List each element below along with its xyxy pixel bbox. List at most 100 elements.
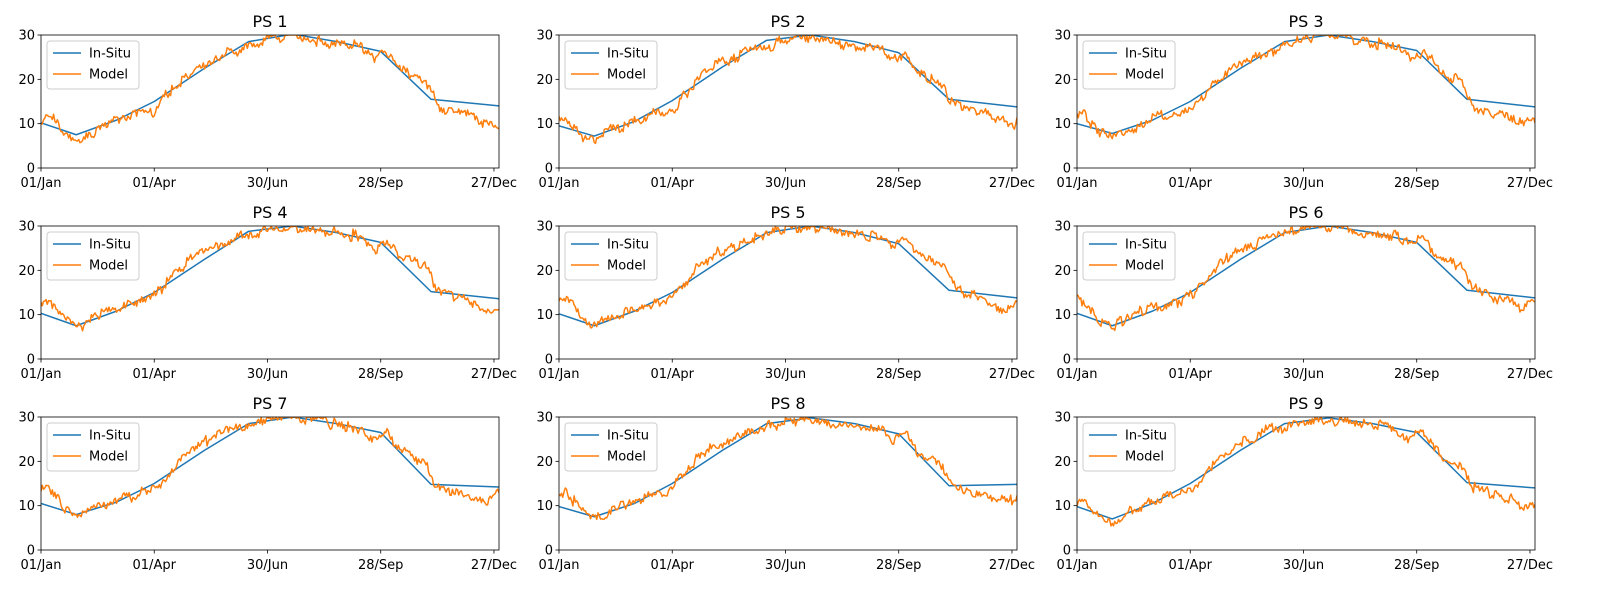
legend: In-Situ Model	[46, 231, 140, 281]
x-tick-label: 27/Dec	[1507, 176, 1553, 191]
y-tick-label: 30	[1054, 220, 1071, 235]
y-tick-label: 0	[1063, 353, 1071, 368]
plot-frame	[558, 416, 1018, 551]
plot-frame	[40, 416, 500, 551]
y-tick-label: 0	[27, 353, 35, 368]
subplot-ps1: 0 10 20 30 01/Jan 01/Apr 30/Jun 28/Sep 27/Dec PS …	[18, 12, 517, 191]
x-tick-label: 01/Apr	[1169, 367, 1213, 382]
legend: In-Situ Model	[46, 422, 140, 472]
subplot-title: PS 9	[1288, 394, 1323, 413]
series-line-model	[41, 35, 499, 144]
series-line-model	[1077, 417, 1535, 527]
y-tick-label: 10	[18, 117, 35, 132]
legend: In-Situ Model	[1082, 231, 1176, 281]
series-line-model	[41, 226, 499, 332]
legend-label: Model	[89, 68, 128, 83]
legend-label: In-Situ	[89, 238, 131, 253]
legend-label: In-Situ	[89, 47, 131, 62]
plot-frame	[40, 34, 500, 169]
series-line-model	[559, 226, 1017, 329]
y-tick-label: 10	[1054, 117, 1071, 132]
subplot-title: PS 7	[252, 394, 287, 413]
series-line-model	[41, 417, 499, 518]
legend-label: In-Situ	[607, 238, 649, 253]
x-tick-label: 27/Dec	[1507, 367, 1553, 382]
y-tick-label: 0	[545, 544, 553, 559]
subplot-title: PS 4	[252, 203, 287, 222]
y-tick-label: 30	[536, 411, 553, 426]
x-tick-label: 01/Apr	[651, 367, 695, 382]
subplot-title: PS 8	[770, 394, 805, 413]
y-tick-label: 20	[536, 455, 553, 470]
subplot-ps9: 0 10 20 30 01/Jan 01/Apr 30/Jun 28/Sep 27/Dec PS …	[1054, 394, 1553, 573]
x-tick-label: 01/Apr	[133, 558, 177, 573]
y-tick-label: 20	[536, 73, 553, 88]
x-tick-label: 01/Jan	[539, 367, 580, 382]
x-tick-label: 28/Sep	[1394, 176, 1439, 191]
y-tick-label: 0	[1063, 162, 1071, 177]
y-tick-label: 20	[1054, 455, 1071, 470]
y-tick-label: 0	[27, 544, 35, 559]
y-tick-label: 10	[536, 117, 553, 132]
legend-label: Model	[607, 259, 646, 274]
y-tick-label: 0	[1063, 544, 1071, 559]
x-tick-label: 30/Jun	[247, 558, 288, 573]
plot-frame	[1076, 34, 1536, 169]
y-tick-label: 20	[18, 264, 35, 279]
plot-frame	[1076, 416, 1536, 551]
y-tick-label: 30	[536, 220, 553, 235]
legend-label: In-Situ	[1125, 47, 1167, 62]
y-tick-label: 20	[18, 73, 35, 88]
y-tick-label: 30	[18, 411, 35, 426]
x-tick-label: 01/Jan	[1057, 558, 1098, 573]
x-tick-label: 30/Jun	[765, 367, 806, 382]
y-tick-label: 10	[18, 308, 35, 323]
subplot-ps7: 0 10 20 30 01/Jan 01/Apr 30/Jun 28/Sep 27/Dec PS …	[18, 394, 517, 573]
series-line-model	[559, 417, 1017, 521]
x-tick-label: 28/Sep	[358, 176, 403, 191]
y-tick-label: 20	[1054, 73, 1071, 88]
legend-label: In-Situ	[1125, 429, 1167, 444]
x-tick-label: 27/Dec	[471, 176, 517, 191]
x-tick-label: 01/Apr	[133, 176, 177, 191]
x-tick-label: 28/Sep	[1394, 367, 1439, 382]
x-tick-label: 30/Jun	[247, 367, 288, 382]
plot-frame	[40, 225, 500, 360]
series-line-model	[1077, 226, 1535, 332]
series-line-model	[559, 35, 1017, 145]
y-tick-label: 20	[18, 455, 35, 470]
legend: In-Situ Model	[1082, 40, 1176, 90]
x-tick-label: 01/Jan	[21, 367, 62, 382]
series-line-in-situ	[559, 35, 1017, 137]
legend: In-Situ Model	[1082, 422, 1176, 472]
x-tick-label: 27/Dec	[989, 176, 1035, 191]
subplot-ps2: 0 10 20 30 01/Jan 01/Apr 30/Jun 28/Sep 27/Dec PS …	[536, 12, 1035, 191]
legend-label: Model	[89, 450, 128, 465]
x-tick-label: 01/Jan	[539, 176, 580, 191]
y-tick-label: 0	[27, 162, 35, 177]
plot-frame	[558, 225, 1018, 360]
y-tick-label: 30	[18, 220, 35, 235]
legend: In-Situ Model	[564, 40, 658, 90]
y-tick-label: 20	[1054, 264, 1071, 279]
x-tick-label: 27/Dec	[1507, 558, 1553, 573]
subplot-title: PS 3	[1288, 12, 1323, 31]
legend-label: In-Situ	[1125, 238, 1167, 253]
plot-frame	[1076, 225, 1536, 360]
legend-label: Model	[607, 68, 646, 83]
subplot-ps4: 0 10 20 30 01/Jan 01/Apr 30/Jun 28/Sep 27/Dec PS …	[18, 203, 517, 382]
x-tick-label: 01/Apr	[651, 176, 695, 191]
x-tick-label: 01/Jan	[539, 558, 580, 573]
legend: In-Situ Model	[564, 422, 658, 472]
legend-label: Model	[89, 259, 128, 274]
legend-label: Model	[1125, 68, 1164, 83]
subplot-ps5: 0 10 20 30 01/Jan 01/Apr 30/Jun 28/Sep 27/Dec PS …	[536, 203, 1035, 382]
x-tick-label: 30/Jun	[765, 176, 806, 191]
x-tick-label: 28/Sep	[358, 558, 403, 573]
x-tick-label: 01/Apr	[1169, 176, 1213, 191]
x-tick-label: 30/Jun	[247, 176, 288, 191]
y-tick-label: 20	[536, 264, 553, 279]
legend-label: In-Situ	[607, 47, 649, 62]
plot-frame	[558, 34, 1018, 169]
